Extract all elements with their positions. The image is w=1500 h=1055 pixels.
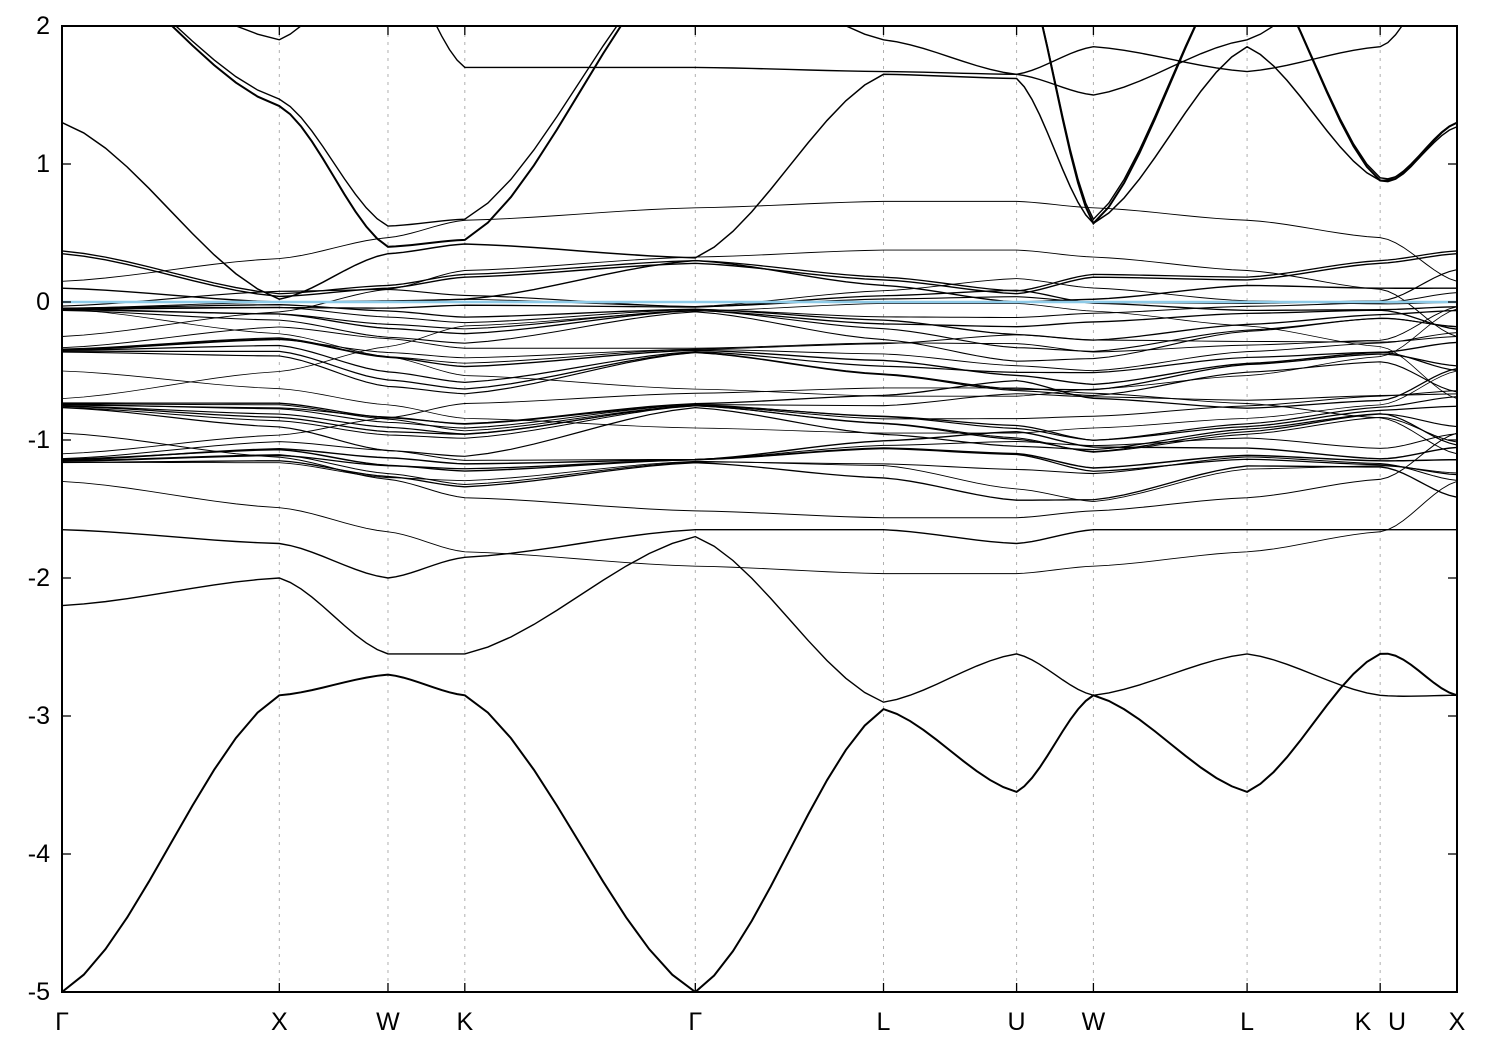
svg-text:0: 0	[36, 288, 50, 316]
svg-text:-4: -4	[28, 840, 50, 868]
svg-text:K: K	[456, 1008, 473, 1036]
svg-text:W: W	[376, 1008, 400, 1036]
svg-text:X: X	[1449, 1008, 1466, 1036]
svg-text:Γ: Γ	[55, 1008, 69, 1036]
svg-text:X: X	[271, 1008, 288, 1036]
svg-text:U: U	[1388, 1008, 1406, 1036]
svg-text:1: 1	[36, 150, 50, 178]
svg-text:-2: -2	[28, 564, 50, 592]
svg-text:L: L	[1240, 1008, 1254, 1036]
svg-text:-1: -1	[28, 426, 50, 454]
svg-text:2: 2	[36, 12, 50, 40]
svg-text:U: U	[1008, 1008, 1026, 1036]
svg-text:K: K	[1355, 1008, 1372, 1036]
svg-text:-3: -3	[28, 702, 50, 730]
svg-text:-5: -5	[28, 978, 50, 1006]
svg-text:W: W	[1082, 1008, 1106, 1036]
svg-text:Γ: Γ	[688, 1008, 702, 1036]
svg-text:L: L	[877, 1008, 891, 1036]
